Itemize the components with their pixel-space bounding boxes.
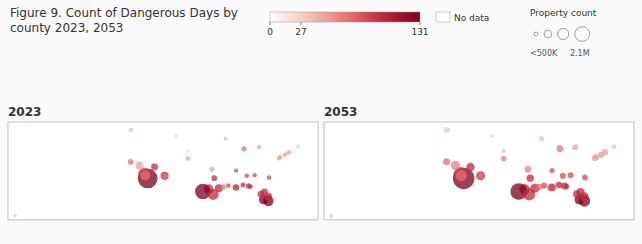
bubble [266, 195, 272, 201]
colorbar-tick-label: 27 [295, 27, 306, 37]
bubble [233, 184, 240, 191]
bubble [240, 183, 245, 188]
nodata-label: No data [454, 13, 489, 23]
bubble [138, 169, 158, 189]
colorbar [270, 12, 420, 22]
bubble [527, 174, 534, 181]
bubble [443, 158, 450, 165]
bubble [234, 185, 239, 190]
bubble [175, 135, 178, 138]
bubble [220, 184, 225, 189]
bubble [296, 145, 299, 148]
size-legend-circle [534, 32, 538, 36]
bubble [264, 193, 272, 201]
bubble [556, 182, 563, 189]
bubble [257, 145, 261, 149]
bubble [329, 214, 333, 218]
bubble [456, 170, 467, 181]
bubble [451, 161, 460, 170]
colorbar-tick [300, 22, 301, 25]
colorbar-tick-label: 131 [411, 27, 428, 37]
bubble [501, 156, 507, 162]
bubble [582, 175, 588, 181]
bubble [234, 168, 238, 172]
bubble [258, 191, 265, 198]
chart: Figure 9. Count of Dangerous Days bycoun… [0, 0, 642, 244]
bubble [557, 145, 564, 152]
bubble [248, 184, 253, 189]
bubble [245, 174, 250, 179]
size-legend-circle [544, 30, 552, 38]
bubble [564, 184, 570, 190]
bubble [536, 184, 543, 191]
colorbar-tick-label: 0 [267, 27, 273, 37]
bubble [252, 173, 256, 177]
bubble [278, 155, 282, 159]
map-frame [8, 122, 318, 220]
bubble [580, 192, 589, 201]
bubble [138, 168, 151, 181]
bubble [128, 159, 134, 165]
bubbles [329, 127, 617, 218]
bubble [593, 154, 599, 160]
bubble [572, 144, 578, 150]
bubble [523, 188, 535, 200]
bubble [283, 153, 288, 158]
bubble [568, 172, 574, 178]
bubble [226, 183, 231, 188]
bubble [195, 184, 211, 200]
bubble [185, 156, 190, 161]
bubble [612, 144, 617, 149]
bubble [466, 163, 475, 172]
bubble [151, 164, 158, 171]
size-legend-label: <500K [530, 49, 558, 58]
bubble [209, 167, 214, 172]
bubble [186, 149, 189, 152]
bubble [286, 150, 291, 155]
bubble [162, 173, 168, 179]
bubble [550, 184, 556, 190]
bubble [161, 172, 169, 180]
bubble [224, 137, 228, 141]
bubble [211, 175, 217, 181]
bubble [476, 171, 485, 180]
size-legend-circle [575, 27, 590, 42]
bubble [502, 149, 506, 153]
bubble [444, 127, 450, 133]
bubbles [13, 127, 299, 217]
bubble [573, 190, 581, 198]
bubble [477, 173, 484, 180]
title-line: Figure 9. Count of Dangerous Days by [10, 6, 238, 20]
bubble [548, 184, 556, 192]
title: Figure 9. Count of Dangerous Days bycoun… [10, 6, 238, 35]
bubble [267, 175, 271, 179]
nodata-swatch [436, 12, 450, 22]
size-legend-label: 2.1M [570, 49, 590, 58]
panel-label: 2023 [8, 105, 41, 119]
bubble [490, 134, 494, 138]
size-legend-circle [558, 28, 569, 39]
bubble [136, 162, 144, 170]
bubble [208, 189, 219, 200]
bubble [602, 149, 609, 156]
bubble [539, 136, 544, 141]
bubble [560, 173, 566, 179]
bubble [541, 183, 547, 189]
title-line: county 2023, 2053 [10, 21, 123, 35]
bubble [241, 146, 246, 151]
colorbar-tick [270, 22, 271, 25]
size-legend-title: Property count [530, 8, 597, 18]
map-frame [324, 122, 634, 220]
colorbar-tick [420, 22, 421, 25]
bubble [140, 171, 150, 181]
bubble [13, 214, 16, 217]
panel-label: 2053 [324, 105, 357, 119]
bubble [581, 195, 588, 202]
bubble [550, 168, 555, 173]
bubble [129, 127, 134, 132]
bubble [525, 166, 532, 173]
